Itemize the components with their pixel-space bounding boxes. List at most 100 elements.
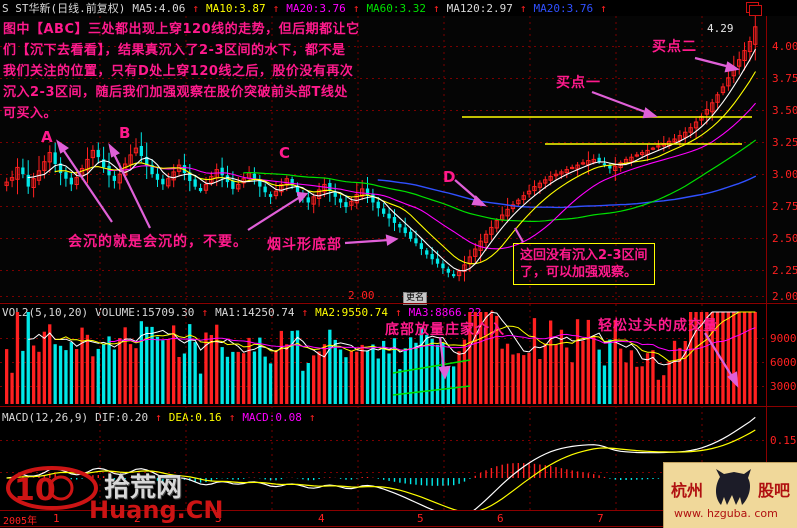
volume-axis-label: 60000 [770,356,797,369]
marker-label-b: B [119,124,131,142]
logo-ring [6,466,98,510]
ma10-up-arrow: ↑ [272,2,280,15]
annotation-header-line: 可买入。 [3,106,58,121]
ma20-readout: MA20:3.76 [286,2,346,15]
ma60-readout: MA60:3.32 [366,2,427,15]
macd-formula: MACD(12,26,9) [2,411,89,424]
annotation-header-line: 们【沉下去看看】，结果真沉入了2-3区间的水下，都不是 [3,43,346,58]
ma20b-up-arrow: ↑ [600,2,607,15]
volume-trendlines [392,359,471,396]
price-axis-label: 2.50 [772,232,797,245]
price-axis-label: 4.00 [772,40,797,53]
volume-axis-label: 90000 [770,332,797,345]
vol-ma2-up-arrow: ↑ [395,306,402,319]
xaxis-label: 7 [597,512,604,525]
macd-up-arrow: ↑ [308,411,316,424]
vol-ma1-readout: MA1:14250.74 [215,306,295,319]
marker-label-d: D [443,168,456,186]
price-axis-label: 3.50 [772,104,797,117]
ma5-up-arrow: ↑ [192,2,199,15]
xaxis-label: 2 [134,512,141,525]
xaxis-bottom-border [0,526,797,527]
macd-axis-label: 0.15 [770,434,797,447]
volume-panel-top-border [0,303,797,304]
gridline-price [0,142,766,143]
macd-panel-right-border [766,407,767,511]
gridline-macd [0,440,766,441]
watermark-left-domain: Huang.CN [89,496,224,524]
callout-sink-warning: 会沉的就是会沉的，不要。 [68,234,248,250]
arrow-to-volume-bottom [438,336,446,371]
xaxis-label: 1 [53,512,60,525]
watermark-right-url: www. hzguba. com [674,507,778,520]
gridline-volume [0,362,766,363]
ma10-readout: MA10:3.87 [205,2,266,15]
macd-panel-top-border [0,406,797,407]
price-indicator-bar: S ST华新(日线.前复权) MA5:4.06 ↑ MA10:3.87 ↑ MA20:3.… [2,3,614,15]
gridline-price [0,110,766,111]
gridline-price [0,46,766,47]
watermark-left-cn: 拾荒网 [104,473,183,503]
price-axis-label: 3.25 [772,136,797,149]
window-title: S ST华新(日线.前复权) [2,2,126,15]
marker-label-c: C [279,144,291,162]
volume-indicator-bar: VOL2(5,10,20) VOLUME:15709.30 ↑ MA1:14250.7… [2,307,502,319]
watermark-left: 10 拾荒网 Huang.CN [4,466,264,524]
annotation-header-line: 我们关注的位置，只有D处上穿120线之后，股价没有再次 [3,64,354,79]
callout-volume-bottom: 底部放量庄家介入 [385,322,505,338]
bull-icon [716,469,751,505]
watermark-right-left-text: 杭州 [671,481,704,500]
xaxis-label: 2005年 [3,516,38,527]
volume-trendline-2 [392,385,471,396]
no-sink-box-line: 这回没有沉入2-3区间 [520,248,648,263]
watermark-right-right-text: 股吧 [758,481,791,500]
callout-pipe-bottom: 烟斗形底部 [267,237,342,253]
price-axis-label: 2.00 [772,290,797,303]
ma60-up-arrow: ↑ [433,2,440,15]
annotation-header-line: 图中【ABC】三处都出现上穿120线的走势，但后期都让它 [3,22,360,37]
gridline-volume [0,338,766,339]
ma120-readout: MA120:2.97 [446,2,513,15]
ma5-readout: MA5:4.06 [132,2,186,15]
callout-buy-point-two: 买点二 [652,39,697,55]
price-axis-label: 3.00 [772,168,797,181]
ma20-up-arrow: ↑ [352,2,360,15]
ma20b-readout: MA20:3.76 [533,2,594,15]
last-price-label: 4.29 [707,22,734,35]
dif-up-arrow: ↑ [155,411,162,424]
volume-axis-label: 30000 [770,380,797,393]
no-sink-box-line: 了，可以加强观察。 [520,265,638,280]
rename-tag[interactable]: 更名 [403,292,428,305]
vol-ma3-readout: MA3:8866.22 [408,306,482,319]
logo-gear-icon [48,475,74,501]
price-axis-label: 2.25 [772,264,797,277]
arrow-head-vol-easy [727,371,739,388]
xaxis-label: 5 [417,512,424,525]
macd-readout: MACD:0.08 [242,411,302,424]
gridline-price [0,174,766,175]
gridline-price [0,296,766,297]
arrow-head-vol-bottom [438,365,451,380]
volume-readout: VOLUME:15709.30 [95,306,195,319]
xaxis-top-border [0,510,797,511]
dea-up-arrow: ↑ [228,411,236,424]
vol-ma1-up-arrow: ↑ [301,306,309,319]
vol-ma2-readout: MA2:9550.74 [315,306,389,319]
marker-label-a: A [41,128,53,146]
xaxis-label: 4 [318,512,325,525]
xaxis-label: 3 [215,512,222,525]
xaxis-label: 6 [497,512,504,525]
callout-buy-point-one: 买点一 [556,75,601,91]
vol-formula: VOL2(5,10,20) [2,306,89,319]
volume-panel-right-border [766,304,767,406]
price-panel-right-border [766,16,767,303]
ma120-up-arrow: ↑ [519,2,527,15]
vol-ma3-up-arrow: ↑ [488,306,496,319]
price-axis-label: 3.75 [772,72,797,85]
restore-window-icon-back[interactable] [749,5,762,16]
gridline-volume [0,386,766,387]
callout-volume-easy: 轻松过头的成交量 [598,318,718,334]
gridline-price [0,206,766,207]
callout-no-sink-box: 这回没有沉入2-3区间 了，可以加强观察。 [513,243,655,285]
arrow-to-volume-easy [704,332,734,379]
